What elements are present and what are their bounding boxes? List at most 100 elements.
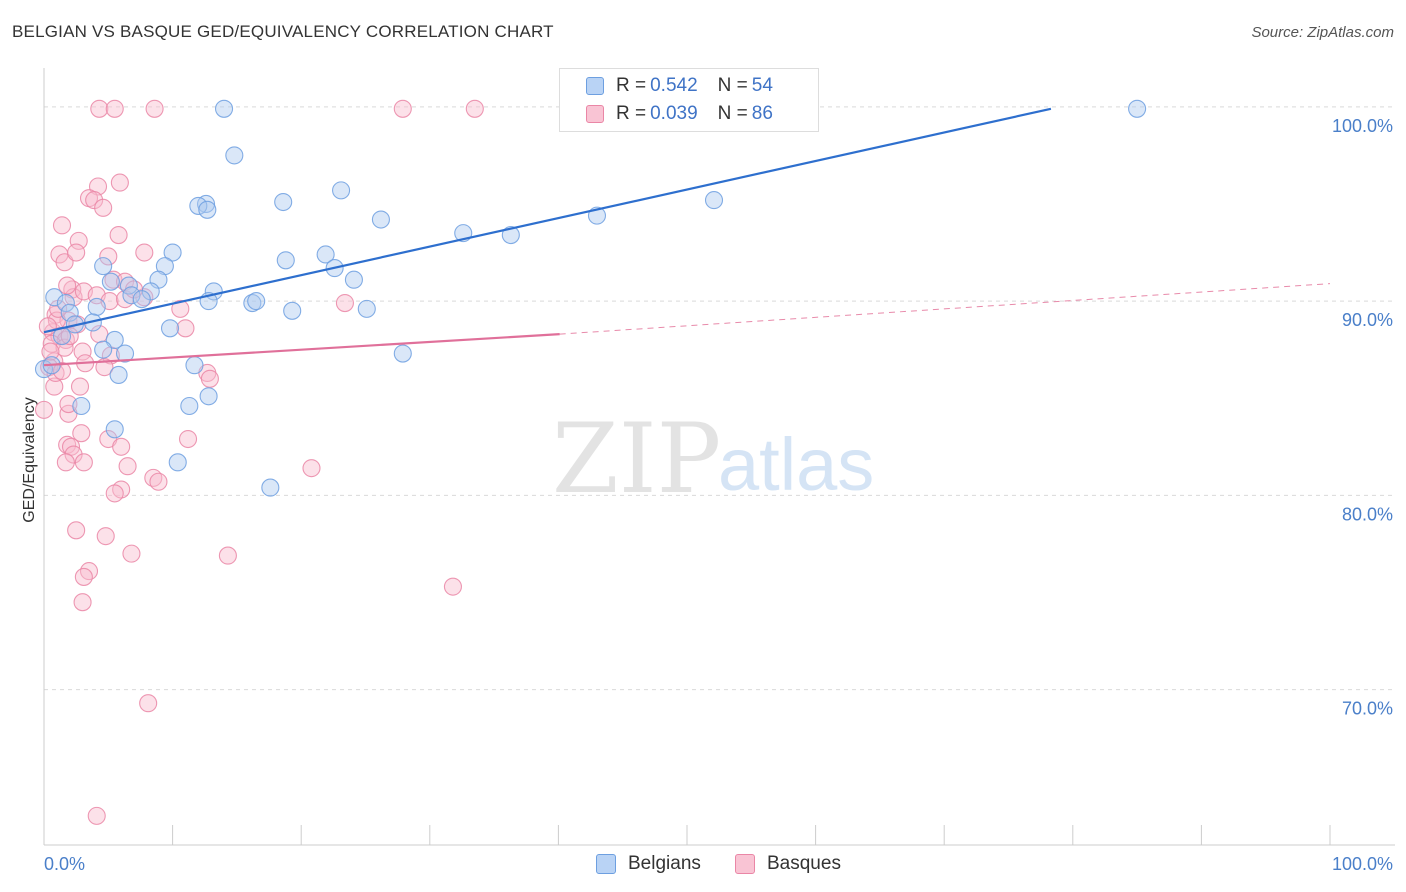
legend-swatch-belgians <box>586 77 604 95</box>
belgian-point <box>132 290 151 309</box>
legend-row-belgians: R = 0.542 N = 54 <box>560 72 773 100</box>
basque-point <box>122 544 141 563</box>
basque-point <box>176 319 195 338</box>
y-tick-label: 90.0% <box>1342 310 1393 330</box>
belgian-point <box>56 293 75 313</box>
basque-point <box>302 459 321 478</box>
chart-title: BELGIAN VS BASQUE GED/EQUIVALENCY CORREL… <box>12 22 554 41</box>
y-tick-label: 80.0% <box>1342 504 1393 524</box>
belgian-point <box>393 344 412 363</box>
basque-trend-extension <box>559 283 1331 335</box>
basque-point <box>87 806 106 825</box>
belgian-point <box>1128 99 1147 118</box>
basque-point <box>45 377 64 396</box>
y-tick-label: 70.0% <box>1342 699 1393 719</box>
legend-r-value: 0.039 <box>650 103 698 124</box>
tick-labels: 70.0% 80.0% 90.0% 100.0% 0.0% 100.0% <box>44 116 1393 874</box>
legend-r-label: R = <box>616 75 647 96</box>
belgian-point <box>199 387 218 406</box>
basque-point <box>90 99 109 118</box>
axes <box>43 68 1395 846</box>
basque-trend-line <box>43 333 560 367</box>
basque-point <box>200 369 219 388</box>
basque-point <box>135 243 154 262</box>
basque-point <box>171 299 190 318</box>
belgian-point <box>704 191 724 210</box>
correlation-legend: R = 0.542 N = 54 R = 0.039 N = 86 <box>559 68 819 132</box>
belgian-point <box>109 365 128 384</box>
belgian-point <box>105 420 124 439</box>
belgian-point <box>94 340 113 359</box>
basque-point <box>112 437 131 456</box>
basque-point <box>149 472 168 491</box>
belgian-point <box>344 270 363 289</box>
basque-point <box>105 99 124 118</box>
basque-point <box>110 173 129 192</box>
basque-point <box>41 342 60 361</box>
belgian-point <box>198 200 217 219</box>
belgian-point <box>316 245 335 264</box>
belgian-point <box>115 344 135 363</box>
basque-point <box>52 361 72 381</box>
basque-point <box>58 276 77 295</box>
belgian-point <box>214 99 234 118</box>
legend-r-label: R = <box>616 103 647 124</box>
belgian-point <box>196 194 216 214</box>
belgian-point <box>163 243 182 262</box>
basque-point <box>56 453 75 472</box>
basque-point <box>55 253 74 272</box>
belgian-point <box>371 210 390 229</box>
basque-point <box>139 694 158 713</box>
belgian-point <box>122 286 141 305</box>
belgian-point <box>501 226 520 245</box>
basque-point <box>145 99 164 118</box>
bottom-legend-belgians: Belgians <box>596 851 701 877</box>
belgian-point <box>261 478 280 497</box>
legend-r-value: 0.542 <box>650 75 698 96</box>
belgian-point <box>45 288 64 307</box>
belgian-point <box>180 396 199 416</box>
belgian-trend-line <box>43 107 1052 334</box>
belgian-point <box>105 330 124 350</box>
basque-point <box>70 377 90 396</box>
legend-n-value: 54 <box>751 75 773 96</box>
belgian-point <box>332 181 351 200</box>
legend-row-basques: R = 0.039 N = 86 <box>560 100 773 128</box>
basque-point <box>94 198 113 217</box>
basque-point <box>67 521 86 540</box>
basque-point <box>73 342 92 361</box>
belgian-point <box>72 396 91 416</box>
basque-point <box>104 270 123 289</box>
basque-point <box>74 567 93 586</box>
belgian-point <box>276 251 295 270</box>
basque-point <box>73 593 92 612</box>
basque-point <box>118 457 137 476</box>
basque-point <box>393 99 412 118</box>
basque-point <box>96 527 115 546</box>
basque-point <box>443 577 462 596</box>
basque-point <box>69 231 88 250</box>
basque-point <box>72 424 91 443</box>
y-tick-label: 100.0% <box>1332 116 1393 136</box>
bottom-legend-swatch-basques <box>735 854 755 874</box>
basque-point <box>67 243 86 262</box>
belgian-point <box>101 272 120 291</box>
belgian-points <box>34 99 1147 497</box>
legend-n-label: N = <box>717 103 748 124</box>
belgian-point <box>185 356 204 375</box>
belgian-point <box>247 292 266 311</box>
basque-point <box>218 546 237 565</box>
belgian-point <box>357 299 376 318</box>
source-attribution: Source: ZipAtlas.com <box>1251 24 1394 41</box>
trend-lines <box>43 107 1331 367</box>
basque-points <box>34 99 484 825</box>
belgian-point <box>225 146 244 165</box>
basque-point <box>79 562 99 581</box>
basque-point <box>99 247 118 266</box>
belgian-point <box>94 257 113 276</box>
belgian-point <box>189 196 208 215</box>
bottom-legend-label-belgians: Belgians <box>628 853 701 874</box>
watermark-atlas: atlas <box>718 423 874 506</box>
basque-point <box>74 453 93 472</box>
basque-point <box>34 400 54 419</box>
